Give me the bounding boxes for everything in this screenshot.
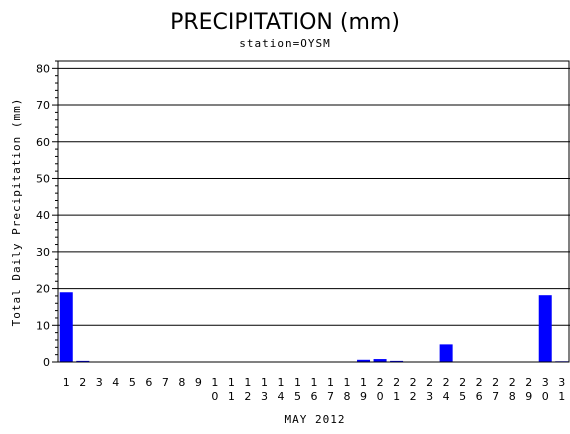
- y-tick-label: 30: [36, 246, 50, 259]
- x-tick-label: 6: [145, 376, 152, 389]
- x-axis-ticks: 1 2 3 4 5 6 7 8 9 1 01 11 21 31 41 51 61 71 81 92 02 12 22 32 42…: [63, 376, 565, 403]
- plot-frame: [57, 60, 570, 363]
- y-tick-label: 0: [43, 356, 50, 369]
- x-tick-label: 8: [178, 376, 185, 389]
- y-tick-label: 20: [36, 283, 50, 296]
- bar: [59, 292, 73, 362]
- x-tick-label: 5: [129, 376, 136, 389]
- y-tick-label: 80: [36, 62, 50, 75]
- x-tick-label: 1: [63, 376, 70, 389]
- x-tick-label: 7: [162, 376, 169, 389]
- y-tick-label: 50: [36, 172, 50, 185]
- y-tick-label: 60: [36, 136, 50, 149]
- x-tick-label: 4: [112, 376, 119, 389]
- x-axis-label: MAY 2012: [285, 413, 346, 426]
- x-tick-label: 9: [195, 376, 202, 389]
- bars: [59, 292, 569, 363]
- x-tick-label: 3: [96, 376, 103, 389]
- y-axis-label: Total Daily Precipitation (mm): [10, 98, 23, 327]
- chart-title: PRECIPITATION (mm): [170, 10, 400, 35]
- chart-subtitle: station=OYSM: [239, 37, 330, 50]
- bar: [373, 359, 387, 362]
- bar: [76, 360, 90, 362]
- bar: [357, 359, 371, 362]
- y-tick-label: 10: [36, 319, 50, 332]
- y-tick-label: 40: [36, 209, 50, 222]
- y-axis-ticks: 0 10 20 30 40 50 60 70 80: [36, 60, 58, 369]
- bar: [538, 295, 552, 362]
- x-tick-label: 2: [79, 376, 86, 389]
- bar: [439, 344, 453, 362]
- gridlines: [58, 67, 570, 326]
- y-tick-label: 70: [36, 99, 50, 112]
- bar: [390, 360, 404, 362]
